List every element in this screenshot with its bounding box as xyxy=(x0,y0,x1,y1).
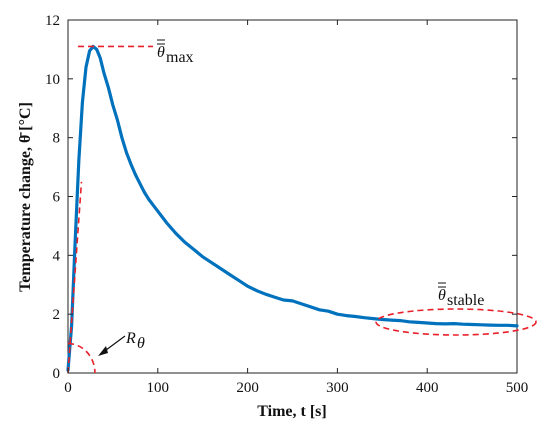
plot-frame xyxy=(67,19,518,374)
y-tick-label: 12 xyxy=(45,13,60,29)
plot-area xyxy=(67,19,518,374)
svg-text:stable: stable xyxy=(447,292,484,309)
annotation-layer xyxy=(67,45,537,374)
x-tick-label: 100 xyxy=(147,380,170,396)
tick-layer: 0 100 200 300 400 500 0 2 4 6 8 10 12 xyxy=(45,13,528,396)
y-axis-label: Temperature change, θ̄̄ [°C] xyxy=(17,102,34,292)
y-tick-label: 0 xyxy=(53,366,61,382)
x-axis-label: Time, t [s] xyxy=(257,403,326,420)
svg-text:θ: θ xyxy=(157,44,165,61)
y-tick-label: 2 xyxy=(53,307,61,323)
initial-slope-dashed-line xyxy=(67,181,83,374)
x-tick-label: 500 xyxy=(506,380,529,396)
svg-text:θ: θ xyxy=(137,335,145,352)
svg-text:max: max xyxy=(166,49,194,66)
theta-max-label: θ max xyxy=(157,39,194,66)
y-tick-label: 8 xyxy=(53,131,61,147)
theta-stable-dashed-ellipse xyxy=(375,308,537,336)
data-layer xyxy=(66,44,519,372)
svg-text:θ: θ xyxy=(438,287,446,304)
r-theta-arrow-head xyxy=(98,346,108,356)
r-theta-dashed-arc xyxy=(67,342,96,374)
svg-text:R: R xyxy=(125,330,136,347)
r-theta-label: R θ xyxy=(125,330,145,352)
y-tick-label: 6 xyxy=(53,190,61,206)
series-line xyxy=(66,44,519,372)
x-tick-label: 300 xyxy=(326,380,349,396)
theta-stable-label: θ stable xyxy=(438,282,484,309)
x-tick-label: 0 xyxy=(64,380,72,396)
y-tick-label: 4 xyxy=(53,248,61,264)
y-tick-label: 10 xyxy=(45,72,60,88)
x-tick-label: 200 xyxy=(236,380,259,396)
x-tick-label: 400 xyxy=(416,380,439,396)
